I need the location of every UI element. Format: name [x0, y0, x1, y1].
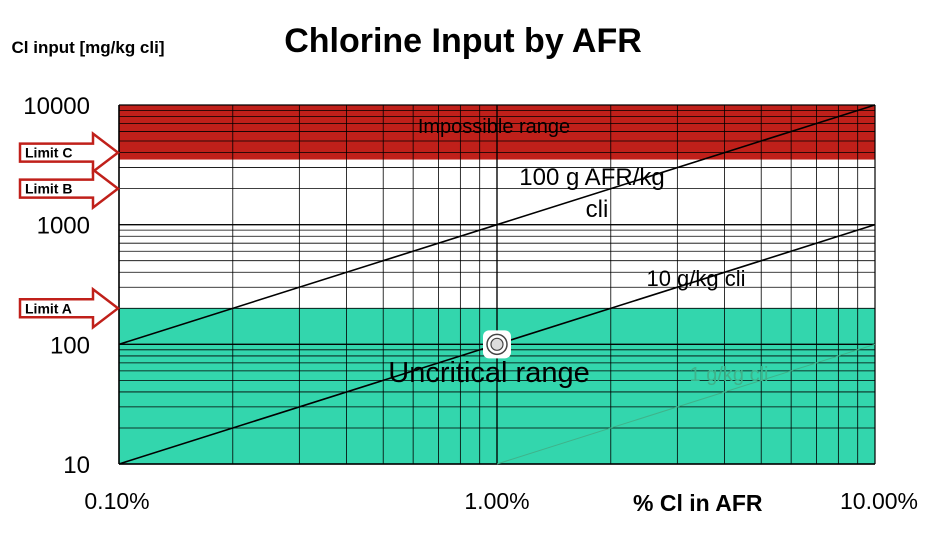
- region-label: Uncritical range: [388, 357, 589, 389]
- limit-label: Limit B: [25, 181, 72, 197]
- data-marker-inner: [490, 337, 504, 351]
- limit-arrow: [18, 131, 121, 175]
- chart-title: Chlorine Input by AFR: [284, 22, 642, 60]
- y-axis-label: Cl input [mg/kg cli]: [11, 38, 165, 57]
- series-label: cli: [586, 196, 609, 223]
- x-axis-label: % Cl in AFR: [633, 490, 763, 516]
- region-label: Impossible range: [418, 116, 570, 138]
- y-tick-label: 1000: [37, 213, 90, 240]
- limit-label: Limit C: [25, 145, 72, 161]
- x-tick-label: 10.00%: [840, 488, 918, 514]
- series-label: 100 g AFR/kg: [519, 164, 664, 191]
- y-tick-label: 10: [63, 452, 90, 479]
- limit-arrow: [18, 286, 121, 330]
- series-line: [496, 343, 876, 465]
- x-tick-label: 1.00%: [464, 488, 529, 514]
- series-label: 1 g/kg cli: [690, 364, 769, 386]
- x-tick-label: 0.10%: [84, 488, 149, 514]
- limit-arrow: [18, 167, 121, 211]
- y-tick-label: 10000: [23, 93, 90, 120]
- series-label: 10 g/kg cli: [646, 266, 745, 291]
- y-tick-label: 100: [50, 332, 90, 359]
- limit-label: Limit A: [25, 300, 72, 316]
- series-line: [118, 104, 876, 346]
